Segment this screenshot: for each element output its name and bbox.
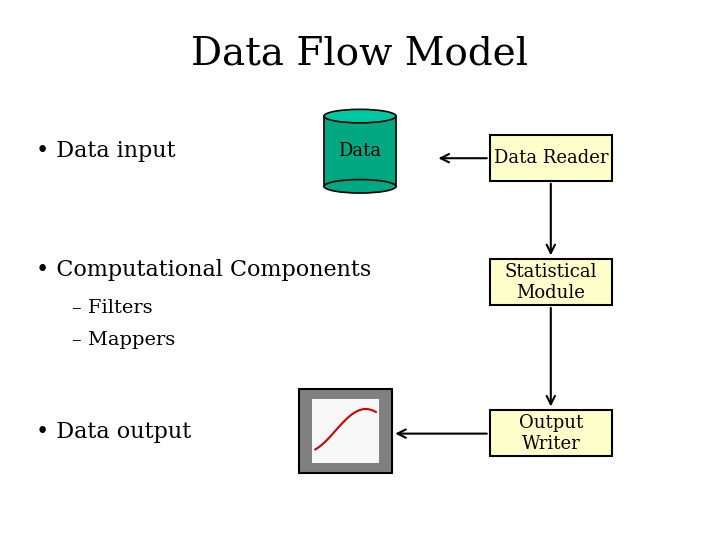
Text: Data Reader: Data Reader	[493, 149, 608, 167]
Text: – Filters: – Filters	[72, 299, 153, 317]
FancyBboxPatch shape	[490, 259, 612, 305]
FancyBboxPatch shape	[312, 399, 379, 463]
FancyBboxPatch shape	[490, 135, 612, 181]
Text: Statistical
Module: Statistical Module	[505, 263, 597, 301]
Text: • Data output: • Data output	[36, 421, 192, 443]
FancyBboxPatch shape	[490, 410, 612, 456]
FancyBboxPatch shape	[324, 116, 396, 186]
Text: Data: Data	[338, 142, 382, 160]
Text: Output
Writer: Output Writer	[518, 414, 583, 453]
Text: Data Flow Model: Data Flow Model	[192, 36, 528, 72]
Text: – Mappers: – Mappers	[72, 331, 175, 349]
Ellipse shape	[324, 179, 396, 193]
Ellipse shape	[324, 109, 396, 123]
FancyBboxPatch shape	[299, 389, 392, 472]
Text: • Data input: • Data input	[36, 140, 176, 162]
Text: • Computational Components: • Computational Components	[36, 259, 372, 281]
